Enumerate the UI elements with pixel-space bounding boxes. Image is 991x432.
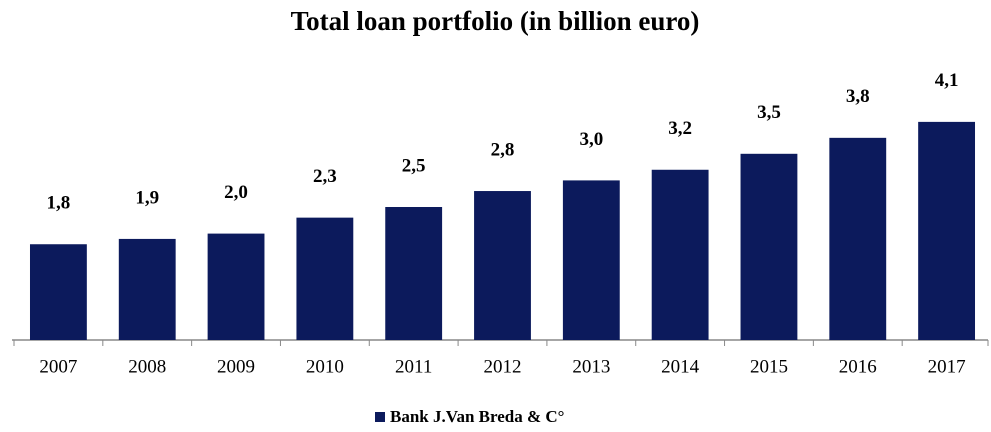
data-label: 1,8 <box>47 193 71 214</box>
x-tick-label: 2013 <box>572 356 610 377</box>
bar <box>29 244 87 340</box>
x-tick-label: 2008 <box>128 356 166 377</box>
x-tick-label: 2007 <box>39 356 77 377</box>
data-label: 3,8 <box>846 86 870 107</box>
legend-label: Bank J.Van Breda & C° <box>390 407 564 426</box>
data-label: 2,3 <box>313 166 337 187</box>
x-tick-label: 2009 <box>217 356 255 377</box>
x-tick-label: 2012 <box>484 356 522 377</box>
x-tick-label: 2015 <box>750 356 788 377</box>
data-label: 2,0 <box>224 182 248 203</box>
bar <box>296 217 354 340</box>
bar <box>562 180 620 340</box>
bar <box>740 153 798 340</box>
data-label: 2,5 <box>402 155 426 176</box>
x-tick-label: 2010 <box>306 356 344 377</box>
bar <box>918 121 976 340</box>
chart-title: Total loan portfolio (in billion euro) <box>291 6 700 36</box>
x-tick-label: 2016 <box>839 356 877 377</box>
bar <box>118 238 176 340</box>
x-tick-label: 2011 <box>395 356 432 377</box>
bar <box>385 207 443 340</box>
bar <box>829 137 887 340</box>
data-label: 2,8 <box>491 139 515 160</box>
data-label: 4,1 <box>935 70 959 91</box>
bar <box>474 191 531 340</box>
data-label: 3,2 <box>668 118 692 139</box>
data-label: 1,9 <box>135 187 159 208</box>
bar <box>207 233 265 340</box>
data-label: 3,0 <box>579 129 603 150</box>
bar <box>651 169 709 340</box>
x-tick-label: 2017 <box>928 356 966 377</box>
legend-swatch <box>375 412 385 422</box>
data-label: 3,5 <box>757 102 781 123</box>
x-tick-label: 2014 <box>661 356 700 377</box>
